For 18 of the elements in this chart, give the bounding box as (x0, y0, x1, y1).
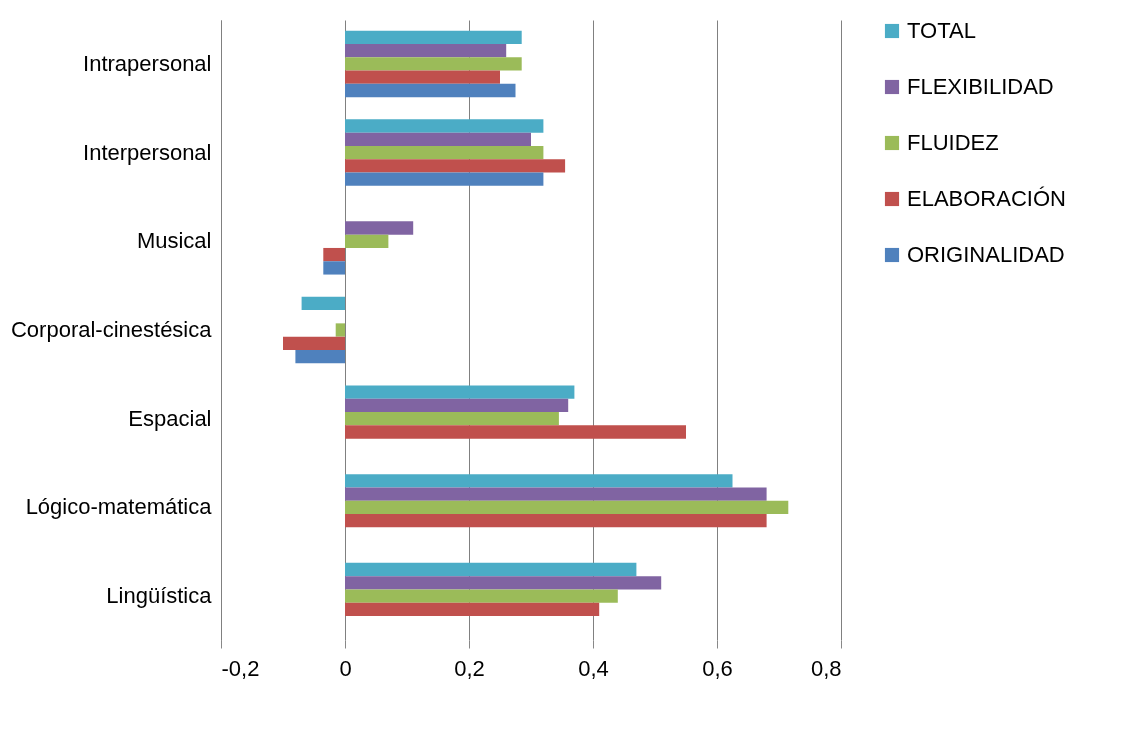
y-tick-label: Interpersonal (83, 139, 212, 165)
legend-label: ELABORACIÓN (907, 186, 1066, 211)
legend-label: ORIGINALIDAD (907, 242, 1065, 267)
legend-label: TOTAL (907, 18, 976, 43)
x-tick-label: 0,8 (810, 655, 842, 681)
y-tick-label: Musical (136, 228, 212, 254)
legend-label: FLEXIBILIDAD (907, 74, 1054, 99)
y-tick-label: Lógico-matemática (25, 494, 213, 520)
y-tick-label: Lingüística (106, 583, 213, 609)
y-tick-label: Intrapersonal (83, 50, 212, 76)
legend-label: FLUIDEZ (907, 130, 999, 155)
x-tick-label: 0 (339, 655, 352, 681)
x-tick-label: 0,6 (702, 655, 733, 681)
x-tick-label: 0,4 (578, 655, 609, 681)
y-tick-label: Corporal-cinestésica (10, 317, 213, 342)
y-tick-label: Espacial (128, 405, 212, 431)
x-tick-label: -0,2 (221, 655, 260, 681)
x-tick-label: 0,2 (454, 655, 485, 681)
